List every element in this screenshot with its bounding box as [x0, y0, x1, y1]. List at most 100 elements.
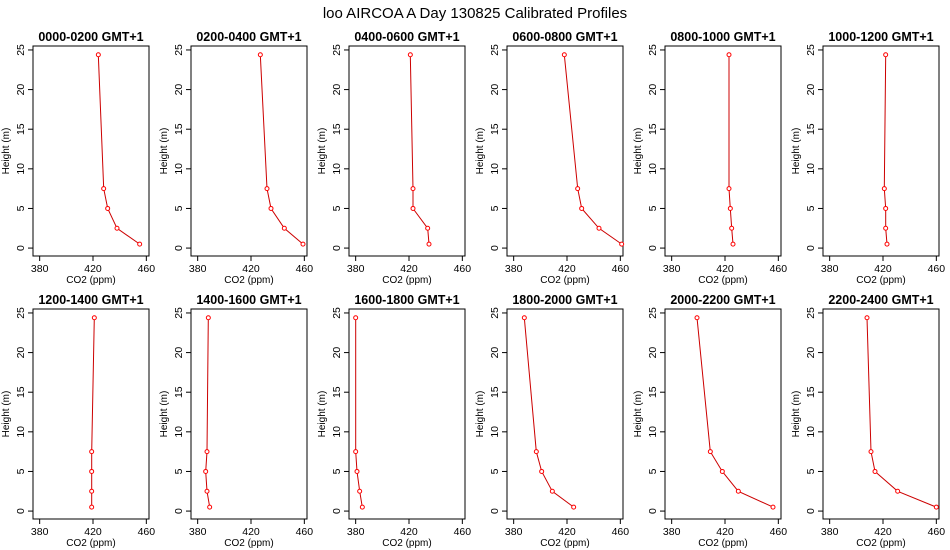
data-point	[549, 488, 555, 494]
y-tick-label: 5	[173, 205, 185, 211]
y-axis-label: Height (m)	[317, 128, 328, 175]
figure-title: loo AIRCOA A Day 130825 Calibrated Profi…	[323, 5, 627, 22]
x-axis-label: CO2 (ppm)	[382, 275, 431, 286]
profile-panel: 1800-2000 GMT+1 380 420 460 0 5 10 15 20 25 CO2 (p…	[475, 293, 629, 549]
y-tick-label: 15	[805, 123, 817, 135]
y-axis-label: Height (m)	[633, 128, 644, 175]
data-point	[268, 205, 274, 211]
data-point	[883, 52, 889, 58]
y-tick-label: 0	[805, 508, 817, 514]
data-point	[354, 468, 360, 474]
panel-title: 0200-0400 GMT+1	[196, 30, 301, 44]
y-tick-label: 5	[805, 205, 817, 211]
panel-title: 0000-0200 GMT+1	[38, 30, 143, 44]
data-point	[895, 488, 901, 494]
plot-frame	[822, 45, 940, 257]
data-point	[521, 315, 527, 321]
y-tick-label: 10	[647, 163, 659, 175]
data-point	[89, 449, 95, 455]
data-point	[735, 488, 741, 494]
y-tick-label: 0	[173, 508, 185, 514]
data-point	[101, 186, 107, 192]
y-tick-label: 10	[331, 426, 343, 438]
panel-title: 0800-1000 GMT+1	[670, 30, 775, 44]
y-tick-label: 25	[331, 44, 343, 56]
data-point	[726, 52, 732, 58]
data-point	[114, 225, 120, 231]
y-tick-label: 5	[647, 205, 659, 211]
y-tick-label: 25	[173, 307, 185, 319]
x-tick-label: 380	[189, 263, 207, 275]
data-point	[730, 241, 736, 247]
data-point	[105, 205, 111, 211]
profile-panel: 1200-1400 GMT+1 380 420 460 0 5 10 15 20 25 CO2 (p…	[1, 293, 155, 549]
x-tick-label: 460	[454, 263, 472, 275]
panel-title: 2200-2400 GMT+1	[828, 293, 933, 307]
data-point	[533, 449, 539, 455]
x-tick-label: 420	[242, 263, 260, 275]
y-tick-label: 20	[15, 84, 27, 96]
y-axis-label: Height (m)	[633, 391, 644, 438]
data-point	[89, 504, 95, 510]
x-tick-label: 460	[770, 526, 788, 538]
y-tick-label: 10	[647, 426, 659, 438]
data-point	[619, 241, 625, 247]
panel-title: 2000-2200 GMT+1	[670, 293, 775, 307]
y-tick-label: 15	[15, 123, 27, 135]
panel-title: 1200-1400 GMT+1	[38, 293, 143, 307]
data-point	[407, 52, 413, 58]
profile-line	[409, 54, 430, 245]
y-tick-label: 15	[489, 123, 501, 135]
profile-line	[259, 54, 304, 245]
plot-frame	[506, 308, 624, 520]
y-tick-label: 10	[805, 163, 817, 175]
y-tick-label: 25	[647, 307, 659, 319]
y-tick-label: 20	[331, 84, 343, 96]
x-tick-label: 460	[138, 526, 156, 538]
y-tick-label: 5	[15, 468, 27, 474]
profile-panel: 1000-1200 GMT+1 380 420 460 0 5 10 15 20 25 CO2 (p…	[791, 30, 945, 286]
y-tick-label: 0	[331, 245, 343, 251]
y-tick-label: 10	[15, 426, 27, 438]
x-tick-label: 460	[296, 263, 314, 275]
data-point	[353, 315, 359, 321]
data-point	[881, 186, 887, 192]
data-point	[571, 504, 577, 510]
y-tick-label: 0	[489, 508, 501, 514]
x-tick-label: 460	[770, 263, 788, 275]
data-point	[694, 315, 700, 321]
x-axis-label: CO2 (ppm)	[66, 538, 115, 549]
data-point	[204, 449, 210, 455]
data-point	[596, 225, 602, 231]
data-point	[91, 315, 97, 321]
data-point	[864, 315, 870, 321]
panel-title: 0400-0600 GMT+1	[354, 30, 459, 44]
plot-frame	[348, 45, 466, 257]
y-tick-label: 20	[173, 347, 185, 359]
x-tick-label: 420	[874, 263, 892, 275]
data-point	[727, 205, 733, 211]
plot-frame	[190, 45, 308, 257]
x-tick-label: 380	[663, 526, 681, 538]
profile-panel: 2000-2200 GMT+1 380 420 460 0 5 10 15 20 25 CO2 (p…	[633, 293, 787, 549]
panel-grid: 0000-0200 GMT+1 380 420 460 0 5 10 15 20 25 CO2 (p…	[1, 30, 945, 549]
data-point	[770, 504, 776, 510]
y-axis-label: Height (m)	[159, 391, 170, 438]
data-point	[281, 225, 287, 231]
x-tick-label: 420	[242, 526, 260, 538]
y-tick-label: 20	[805, 347, 817, 359]
y-tick-label: 0	[331, 508, 343, 514]
data-point	[95, 52, 101, 58]
y-tick-label: 20	[331, 347, 343, 359]
x-tick-label: 380	[31, 263, 49, 275]
y-tick-label: 20	[489, 347, 501, 359]
profile-line	[563, 54, 622, 245]
x-tick-label: 460	[612, 526, 630, 538]
data-point	[729, 225, 735, 231]
x-tick-label: 460	[612, 263, 630, 275]
plot-frame	[190, 308, 308, 520]
x-tick-label: 380	[821, 526, 839, 538]
y-tick-label: 25	[647, 44, 659, 56]
data-point	[353, 449, 359, 455]
x-tick-label: 420	[558, 526, 576, 538]
